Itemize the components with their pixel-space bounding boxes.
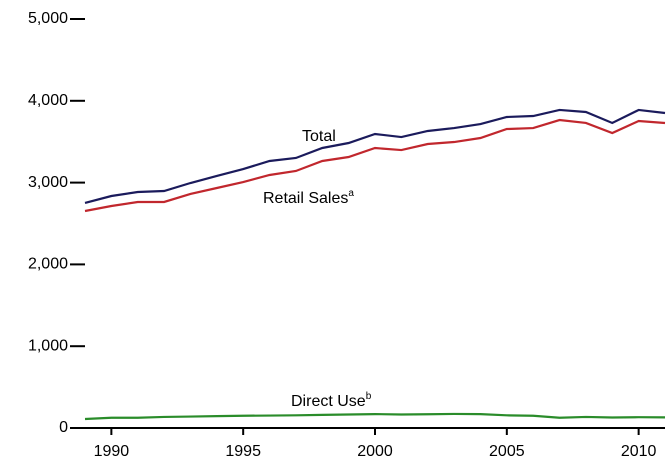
series-label: Total (302, 128, 336, 145)
x-tick-label: 1995 (225, 443, 261, 460)
y-tick-label: 4,000 (28, 92, 68, 109)
series-label: Direct Useb (291, 391, 372, 411)
y-tick-label: 1,000 (28, 337, 68, 354)
x-tick-label: 2010 (621, 443, 657, 460)
series-line (84, 118, 666, 213)
series-name: Total (302, 128, 336, 145)
series-line (84, 412, 666, 421)
x-tick-label: 2000 (357, 443, 393, 460)
footnote-marker: a (348, 188, 354, 199)
x-tick-label: 1990 (94, 443, 130, 460)
y-tick-label: 0 (59, 419, 68, 436)
series-name: Direct Use (291, 393, 366, 410)
y-tick-label: 2,000 (28, 256, 68, 273)
footnote-marker: b (366, 391, 372, 402)
series-label: Retail Salesa (263, 188, 354, 208)
series-line (84, 108, 666, 205)
series-name: Retail Sales (263, 190, 348, 207)
y-tick-label: 5,000 (28, 10, 68, 27)
x-tick-label: 2005 (489, 443, 525, 460)
y-tick-label: 3,000 (28, 174, 68, 191)
